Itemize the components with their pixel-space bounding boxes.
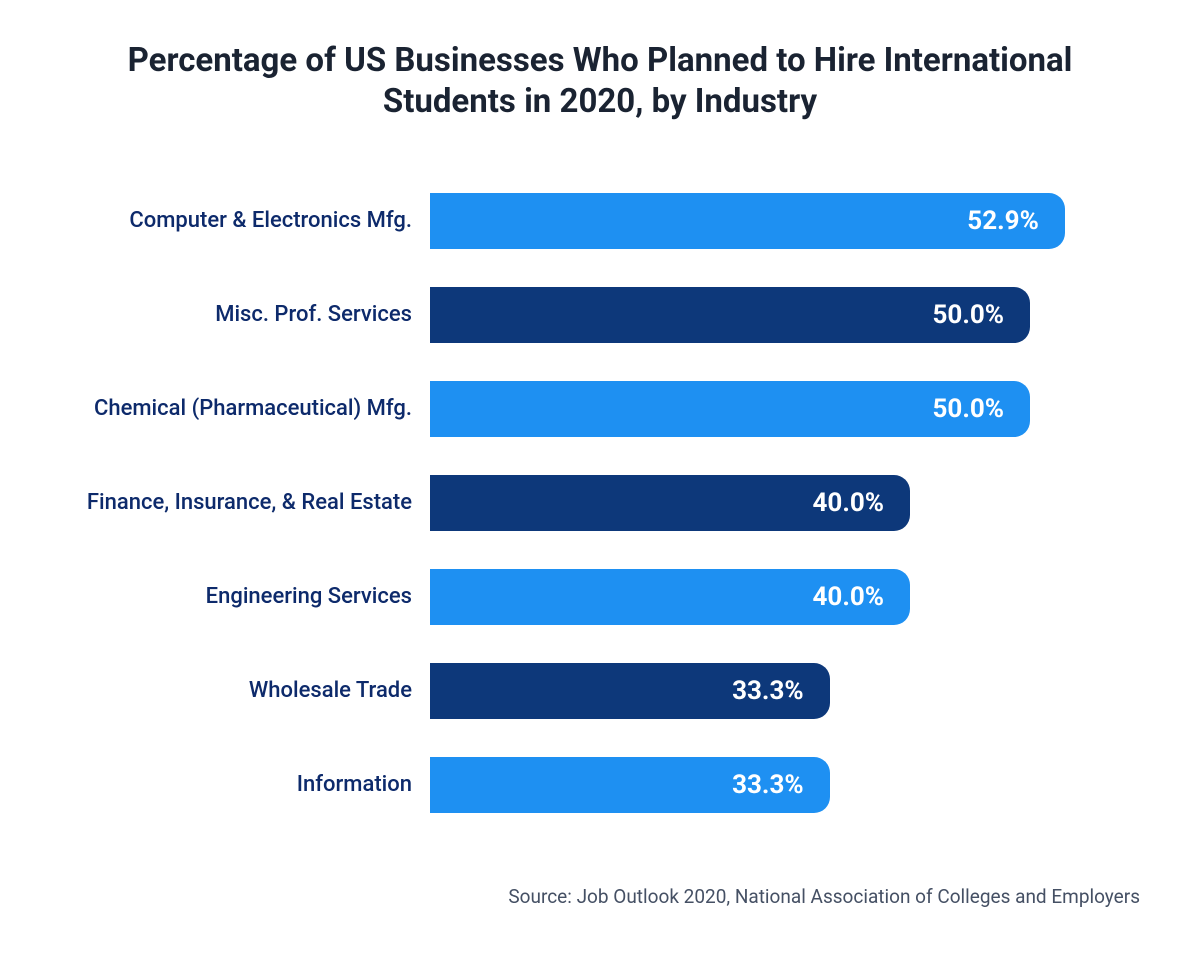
bar-label: Information xyxy=(50,772,430,797)
bar-label: Wholesale Trade xyxy=(50,678,430,703)
chart-source: Source: Job Outlook 2020, National Assoc… xyxy=(508,885,1140,908)
bar: 33.3% xyxy=(430,663,830,719)
bar-track: 40.0% xyxy=(430,475,1150,531)
bar: 52.9% xyxy=(430,193,1065,249)
bar-value: 52.9% xyxy=(967,206,1039,236)
bar-track: 33.3% xyxy=(430,757,1150,813)
bar-track: 52.9% xyxy=(430,193,1150,249)
bar-label: Misc. Prof. Services xyxy=(50,302,430,327)
bar-track: 33.3% xyxy=(430,663,1150,719)
bar-chart: Computer & Electronics Mfg. 52.9% Misc. Pr… xyxy=(50,193,1150,813)
bar-label: Computer & Electronics Mfg. xyxy=(50,208,430,233)
bar-row: Wholesale Trade 33.3% xyxy=(50,663,1150,719)
bar-track: 50.0% xyxy=(430,381,1150,437)
bar: 50.0% xyxy=(430,287,1030,343)
bar-row: Information 33.3% xyxy=(50,757,1150,813)
bar: 40.0% xyxy=(430,475,910,531)
bar: 40.0% xyxy=(430,569,910,625)
chart-title: Percentage of US Businesses Who Planned … xyxy=(110,40,1090,123)
bar: 50.0% xyxy=(430,381,1030,437)
bar-track: 50.0% xyxy=(430,287,1150,343)
bar-value: 40.0% xyxy=(812,582,884,612)
bar-row: Engineering Services 40.0% xyxy=(50,569,1150,625)
bar-value: 33.3% xyxy=(732,770,804,800)
bar-row: Computer & Electronics Mfg. 52.9% xyxy=(50,193,1150,249)
bar-row: Misc. Prof. Services 50.0% xyxy=(50,287,1150,343)
bar-value: 50.0% xyxy=(932,394,1004,424)
bar-row: Chemical (Pharmaceutical) Mfg. 50.0% xyxy=(50,381,1150,437)
bar-value: 33.3% xyxy=(732,676,804,706)
bar-track: 40.0% xyxy=(430,569,1150,625)
bar-label: Finance, Insurance, & Real Estate xyxy=(50,490,430,515)
bar-value: 50.0% xyxy=(932,300,1004,330)
bar-label: Engineering Services xyxy=(50,584,430,609)
bar-row: Finance, Insurance, & Real Estate 40.0% xyxy=(50,475,1150,531)
bar-value: 40.0% xyxy=(812,488,884,518)
bar-label: Chemical (Pharmaceutical) Mfg. xyxy=(50,396,430,421)
bar: 33.3% xyxy=(430,757,830,813)
